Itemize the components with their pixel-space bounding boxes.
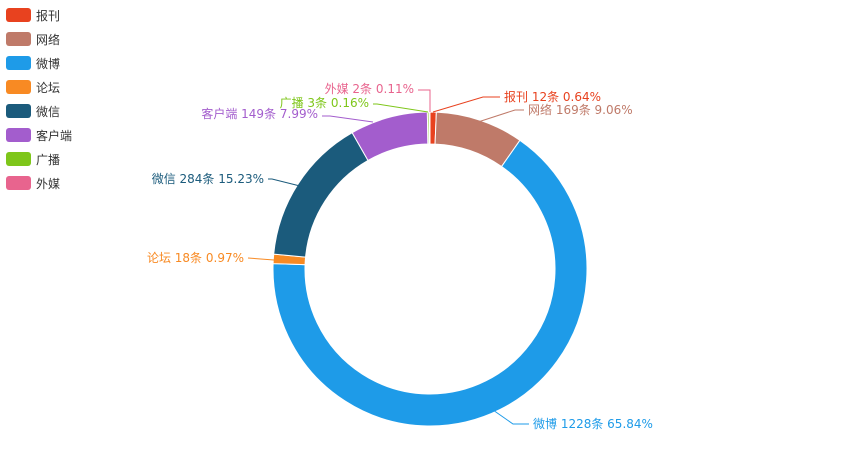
donut-slices	[272, 111, 588, 427]
label-leader-line	[247, 257, 275, 261]
label-leader-line	[322, 115, 374, 123]
legend-swatch	[6, 152, 31, 166]
label-leader-line	[477, 109, 524, 123]
legend: 报刊 网络 微博 论坛 微信 客户端 广播 外媒	[6, 3, 72, 195]
legend-item-网络[interactable]: 网络	[6, 27, 72, 51]
legend-item-微信[interactable]: 微信	[6, 99, 72, 123]
slice-label-论坛: 论坛 18条 0.97%	[147, 251, 244, 265]
legend-label: 微信	[36, 104, 61, 119]
label-leader-line	[268, 178, 301, 187]
legend-label: 外媒	[36, 176, 61, 191]
slice-label-微博: 微博 1228条 65.84%	[533, 416, 653, 431]
legend-item-论坛[interactable]: 论坛	[6, 75, 72, 99]
legend-item-外媒[interactable]: 外媒	[6, 171, 72, 195]
legend-swatch	[6, 80, 31, 94]
legend-swatch	[6, 104, 31, 118]
legend-swatch	[6, 128, 31, 142]
slice-label-客户端: 客户端 149条 7.99%	[201, 106, 318, 121]
legend-label: 广播	[36, 152, 61, 167]
slice-label-外媒: 外媒 2条 0.11%	[325, 82, 414, 96]
label-leader-line	[373, 103, 429, 113]
slice-label-广播: 广播 3条 0.16%	[280, 96, 369, 110]
legend-swatch	[6, 176, 31, 190]
slice-label-报刊: 报刊 12条 0.64%	[504, 89, 601, 104]
donut-slice-微博[interactable]	[272, 139, 588, 427]
legend-item-微博[interactable]: 微博	[6, 51, 72, 75]
donut-slice-微信[interactable]	[273, 131, 369, 258]
legend-swatch	[6, 32, 31, 46]
legend-label: 网络	[36, 32, 61, 47]
legend-item-客户端[interactable]: 客户端	[6, 123, 72, 147]
legend-label: 客户端	[36, 128, 73, 143]
slice-label-微信: 微信 284条 15.23%	[152, 172, 264, 186]
label-leader-line	[418, 89, 431, 112]
label-leader-line	[492, 409, 529, 425]
legend-label: 报刊	[36, 8, 61, 23]
legend-swatch	[6, 8, 31, 22]
label-leader-line	[432, 96, 500, 113]
donut-slice-客户端[interactable]	[351, 111, 429, 162]
donut-slice-外媒[interactable]	[428, 111, 431, 145]
legend-item-广播[interactable]: 广播	[6, 147, 72, 171]
legend-swatch	[6, 56, 31, 70]
slice-label-网络: 网络 169条 9.06%	[528, 102, 633, 117]
legend-item-报刊[interactable]: 报刊	[6, 3, 72, 27]
legend-label: 论坛	[36, 80, 61, 95]
legend-label: 微博	[36, 56, 61, 71]
slice-labels: 报刊 12条 0.64%网络 169条 9.06% 微博 1228条 65.84%…	[147, 82, 653, 431]
